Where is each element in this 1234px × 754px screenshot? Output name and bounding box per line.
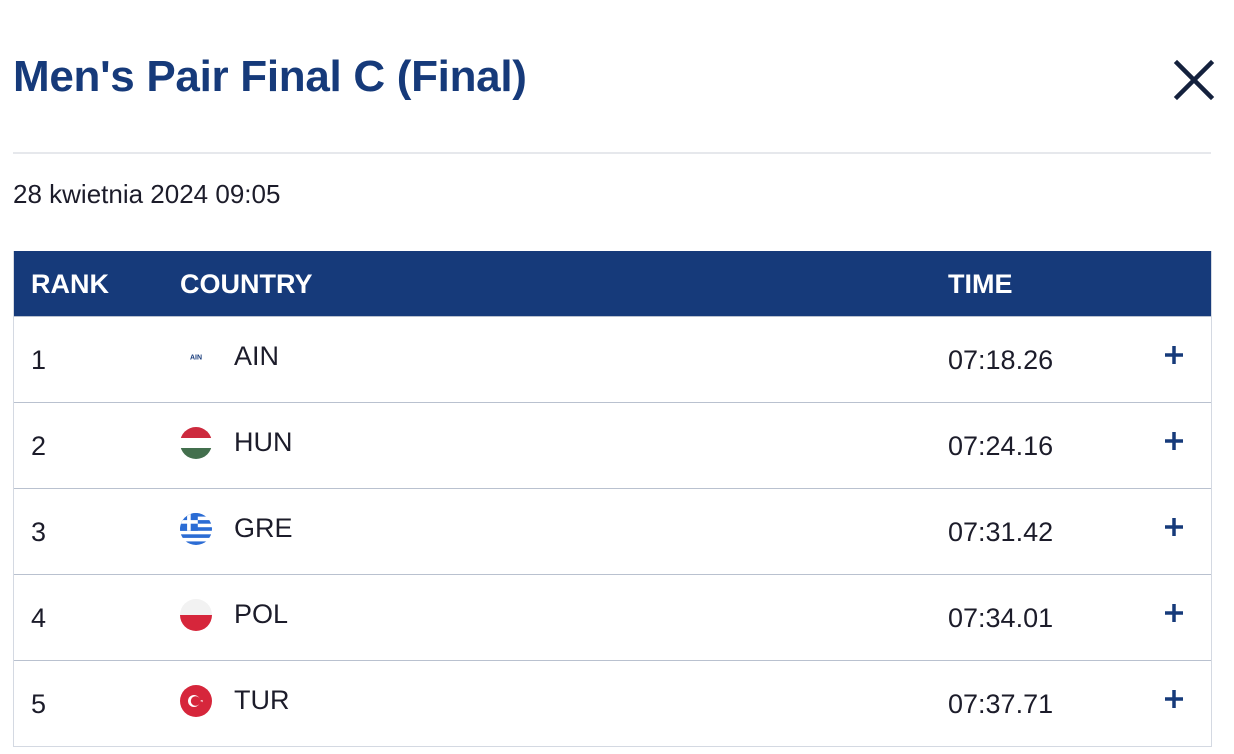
table-row: 2 HUN 07:24.16 [14, 402, 1211, 488]
expand-button[interactable] [1164, 517, 1184, 537]
flag [180, 427, 212, 459]
table-row: 1 AIN AIN 07:18.26 [14, 316, 1211, 402]
flag-label: AIN [190, 355, 202, 362]
country: TUR [234, 685, 290, 715]
results-table: RANK COUNTRY TIME 1 AIN AIN 07:18.26 2 H… [13, 251, 1212, 747]
time: 07:24.16 [948, 431, 1054, 461]
event-date: 28 kwietnia 2024 09:05 [13, 179, 281, 209]
expand-button[interactable] [1164, 603, 1184, 623]
country: POL [234, 599, 289, 629]
country: GRE [234, 513, 293, 543]
divider [13, 152, 1211, 154]
expand-button[interactable] [1164, 689, 1184, 709]
time: 07:31.42 [948, 517, 1054, 547]
close-button[interactable] [1172, 58, 1216, 102]
rank: 3 [31, 517, 47, 547]
country: AIN [234, 341, 280, 371]
time: 07:37.71 [948, 689, 1054, 719]
modal-title: Men's Pair Final C (Final) [13, 52, 527, 101]
expand-button[interactable] [1164, 431, 1184, 451]
column-header: COUNTRY [180, 269, 313, 299]
table-header: RANK COUNTRY TIME [14, 251, 1211, 316]
flag [180, 599, 212, 631]
column-header: TIME [948, 269, 1013, 299]
rank: 4 [31, 603, 47, 633]
time: 07:34.01 [948, 603, 1054, 633]
time: 07:18.26 [948, 345, 1054, 375]
table-row: 4 POL 07:34.01 [14, 574, 1211, 660]
country: HUN [234, 427, 293, 457]
table-row: 5 TUR 07:37.71 [14, 660, 1211, 746]
flag: AIN [180, 341, 212, 373]
column-header: RANK [31, 269, 109, 299]
rank: 2 [31, 431, 47, 461]
table-row: 3 GRE 07:31.42 [14, 488, 1211, 574]
expand-button[interactable] [1164, 345, 1184, 365]
rank: 5 [31, 689, 47, 719]
flag [180, 685, 212, 717]
rank: 1 [31, 345, 47, 375]
flag [180, 513, 212, 545]
